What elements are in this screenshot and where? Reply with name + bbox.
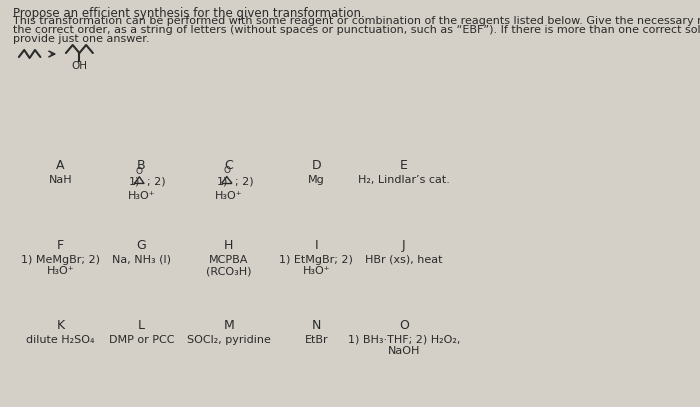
Text: O: O — [223, 166, 230, 175]
Text: O: O — [136, 167, 143, 176]
Text: the correct order, as a string of letters (without spaces or punctuation, such a: the correct order, as a string of letter… — [13, 25, 700, 35]
Text: dilute H₂SO₄: dilute H₂SO₄ — [27, 335, 94, 345]
Text: H: H — [224, 239, 234, 252]
Text: 1): 1) — [217, 177, 228, 187]
Text: M: M — [223, 319, 234, 332]
Text: I: I — [314, 239, 318, 252]
Text: A: A — [56, 159, 65, 172]
Text: 1) EtMgBr; 2): 1) EtMgBr; 2) — [279, 255, 354, 265]
Text: C: C — [225, 159, 233, 172]
Text: L: L — [138, 319, 145, 332]
Text: H₃O⁺: H₃O⁺ — [47, 266, 74, 276]
Text: D: D — [312, 159, 321, 172]
Text: H₃O⁺: H₃O⁺ — [302, 266, 330, 276]
Text: N: N — [312, 319, 321, 332]
Text: This transformation can be performed with some reagent or combination of the rea: This transformation can be performed wit… — [13, 16, 700, 26]
Text: ; 2): ; 2) — [234, 177, 253, 187]
Text: HBr (xs), heat: HBr (xs), heat — [365, 255, 442, 265]
Text: OH: OH — [71, 61, 88, 71]
Text: EtBr: EtBr — [304, 335, 328, 345]
Text: 1) BH₃·THF; 2) H₂O₂,: 1) BH₃·THF; 2) H₂O₂, — [347, 335, 460, 345]
Text: 1) MeMgBr; 2): 1) MeMgBr; 2) — [21, 255, 100, 265]
Text: K: K — [57, 319, 64, 332]
Text: (RCO₃H): (RCO₃H) — [206, 266, 251, 276]
Text: G: G — [136, 239, 146, 252]
Text: 1): 1) — [130, 177, 141, 187]
Text: F: F — [57, 239, 64, 252]
Text: B: B — [137, 159, 146, 172]
Text: NaH: NaH — [49, 175, 72, 185]
Text: J: J — [402, 239, 405, 252]
Text: H₃O⁺: H₃O⁺ — [127, 191, 155, 201]
Text: MCPBA: MCPBA — [209, 255, 248, 265]
Text: NaOH: NaOH — [388, 346, 420, 356]
Text: E: E — [400, 159, 407, 172]
Text: H₂, Lindlar’s cat.: H₂, Lindlar’s cat. — [358, 175, 449, 185]
Text: Na, NH₃ (l): Na, NH₃ (l) — [112, 255, 171, 265]
Text: DMP or PCC: DMP or PCC — [108, 335, 174, 345]
Text: ; 2): ; 2) — [148, 177, 166, 187]
Text: Mg: Mg — [308, 175, 325, 185]
Text: H₃O⁺: H₃O⁺ — [215, 191, 243, 201]
Text: Propose an efficient synthesis for the given transformation.: Propose an efficient synthesis for the g… — [13, 7, 365, 20]
Text: O: O — [399, 319, 409, 332]
Text: provide just one answer.: provide just one answer. — [13, 34, 150, 44]
Text: SOCl₂, pyridine: SOCl₂, pyridine — [187, 335, 271, 345]
